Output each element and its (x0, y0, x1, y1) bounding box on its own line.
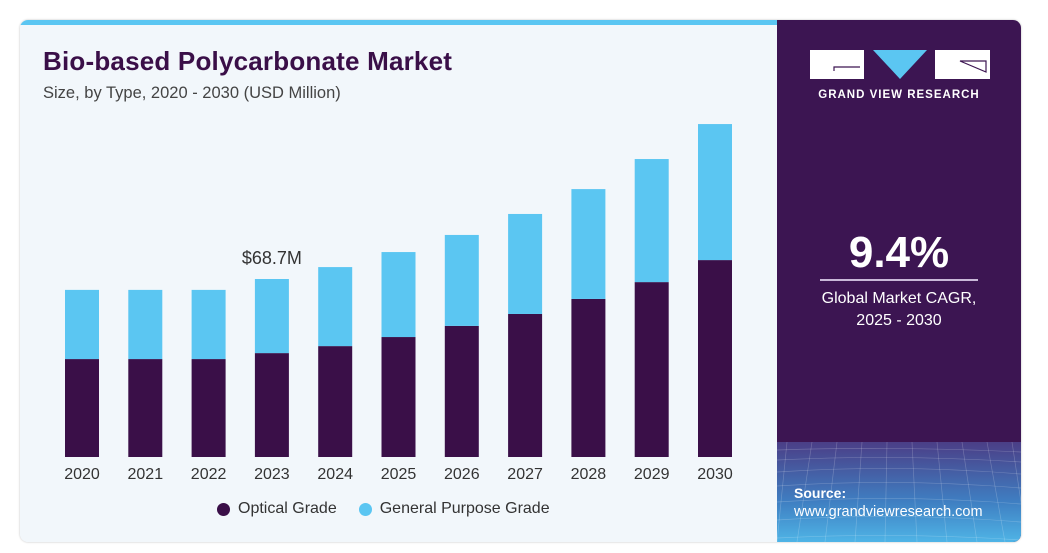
bar-optical-2030 (698, 260, 732, 457)
grand-view-research-logo (810, 50, 990, 79)
bar-general-2025 (381, 252, 416, 338)
x-tick-label: 2020 (64, 466, 100, 483)
legend-swatch-general (358, 502, 372, 516)
cagr-value: 9.4% (848, 228, 950, 277)
accent-strip (20, 20, 777, 25)
source-label: Source: (794, 485, 847, 501)
bar-general-2023 (254, 279, 289, 354)
bar-general-2027 (508, 213, 543, 314)
bar-general-2021 (128, 289, 163, 360)
bar-optical-2022 (191, 359, 226, 457)
source-panel (777, 442, 1021, 542)
data-label-2023: $68.7M (242, 248, 302, 268)
cagr-label-line2: 2025 - 2030 (856, 312, 942, 329)
legend-label-optical: Optical Grade (238, 500, 337, 517)
bar-optical-2020 (65, 359, 99, 457)
x-tick-label: 2024 (317, 466, 353, 483)
x-tick-label: 2028 (571, 466, 607, 483)
bar-optical-2027 (508, 313, 543, 457)
info-panel: GRAND VIEW RESEARCH 9.4% Global Market C… (777, 20, 1021, 542)
bar-general-2020 (65, 289, 99, 360)
bar-optical-2029 (634, 282, 669, 457)
legend-item-general: General Purpose Grade (358, 500, 550, 518)
bar-general-2022 (191, 289, 226, 360)
x-tick-label: 2030 (697, 466, 733, 483)
wireframe-graphic (777, 442, 1021, 542)
bar-optical-2023 (254, 353, 289, 457)
bar-optical-2028 (571, 298, 606, 457)
bar-optical-2025 (381, 337, 416, 457)
brand-name: GRAND VIEW RESEARCH (818, 89, 980, 101)
chart-card: Bio-based Polycarbonate Market Size, by … (20, 20, 1021, 542)
bar-optical-2026 (444, 325, 479, 457)
bar-chart: 2020 2021 2022 2023 $68.7M 2024 2025 2026 2027 20… (64, 124, 733, 483)
bar-optical-2024 (318, 346, 353, 457)
cagr-label-line1: Global Market CAGR, (821, 290, 977, 307)
x-tick-label: 2023 (254, 466, 290, 483)
bar-general-2026 (444, 234, 479, 326)
cagr-label: Global Market CAGR, 2025 - 2030 (777, 288, 1021, 332)
bar-general-2028 (571, 189, 606, 299)
chart-subtitle: Size, by Type, 2020 - 2030 (USD Million) (43, 84, 341, 102)
x-tick-label: 2026 (444, 466, 480, 483)
chart-title: Bio-based Polycarbonate Market (43, 46, 453, 76)
chart-panel: Bio-based Polycarbonate Market Size, by … (20, 20, 777, 542)
x-tick-label: 2029 (634, 466, 670, 483)
bar-general-2030 (698, 124, 732, 261)
legend-swatch-optical (217, 502, 230, 516)
x-tick-label: 2021 (128, 466, 164, 483)
legend-label-general: General Purpose Grade (379, 500, 550, 517)
legend: Optical Grade General Purpose Grade (217, 500, 572, 518)
divider (820, 279, 978, 281)
x-tick-label: 2022 (191, 466, 227, 483)
source-url[interactable]: www.grandviewresearch.com (794, 504, 983, 520)
bar-general-2024 (318, 267, 353, 347)
bar-general-2029 (634, 159, 669, 283)
bar-optical-2021 (128, 359, 163, 457)
x-tick-label: 2027 (507, 466, 543, 483)
x-tick-label: 2025 (381, 466, 417, 483)
legend-item-optical: Optical Grade (217, 500, 337, 518)
